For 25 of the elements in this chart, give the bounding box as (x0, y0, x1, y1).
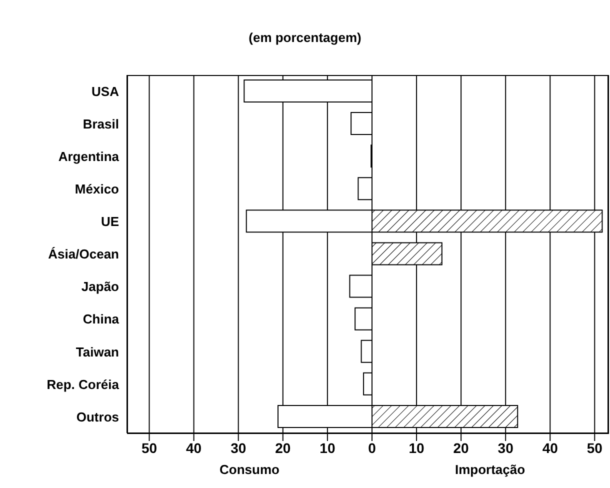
x-tick-label: 50 (141, 440, 158, 456)
y-tick-label: Ásia/Ocean (48, 246, 120, 262)
y-tick-label: Argentina (58, 148, 120, 164)
y-tick-label: China (82, 312, 120, 327)
x-tick-label: 40 (542, 440, 558, 456)
y-tick-label: USA (92, 84, 120, 99)
y-tick-label: Outros (76, 409, 119, 424)
x-tick-label: 40 (186, 440, 202, 456)
x-tick-label: 20 (275, 440, 291, 456)
y-tick-label: Taiwan (76, 344, 120, 360)
x-axis-title: Importação (454, 462, 526, 477)
x-tick-label: 30 (498, 440, 514, 456)
chart-title: (em porcentagem) (248, 30, 362, 45)
x-tick-label: 10 (320, 440, 336, 456)
x-tick-label: 0 (368, 440, 376, 456)
y-tick-label: México (74, 182, 120, 197)
x-tick-label: 30 (230, 440, 246, 456)
x-tick-label: 20 (453, 440, 470, 456)
y-tick-label: UE (100, 214, 120, 230)
x-axis-title: Consumo (220, 462, 280, 477)
y-tick-label: Brasil (82, 116, 119, 132)
y-tick-label: Rep. Coréia (46, 376, 120, 392)
x-tick-label: 10 (408, 440, 425, 456)
x-tick-label: 50 (586, 440, 603, 456)
y-tick-label: Japão (81, 279, 120, 294)
